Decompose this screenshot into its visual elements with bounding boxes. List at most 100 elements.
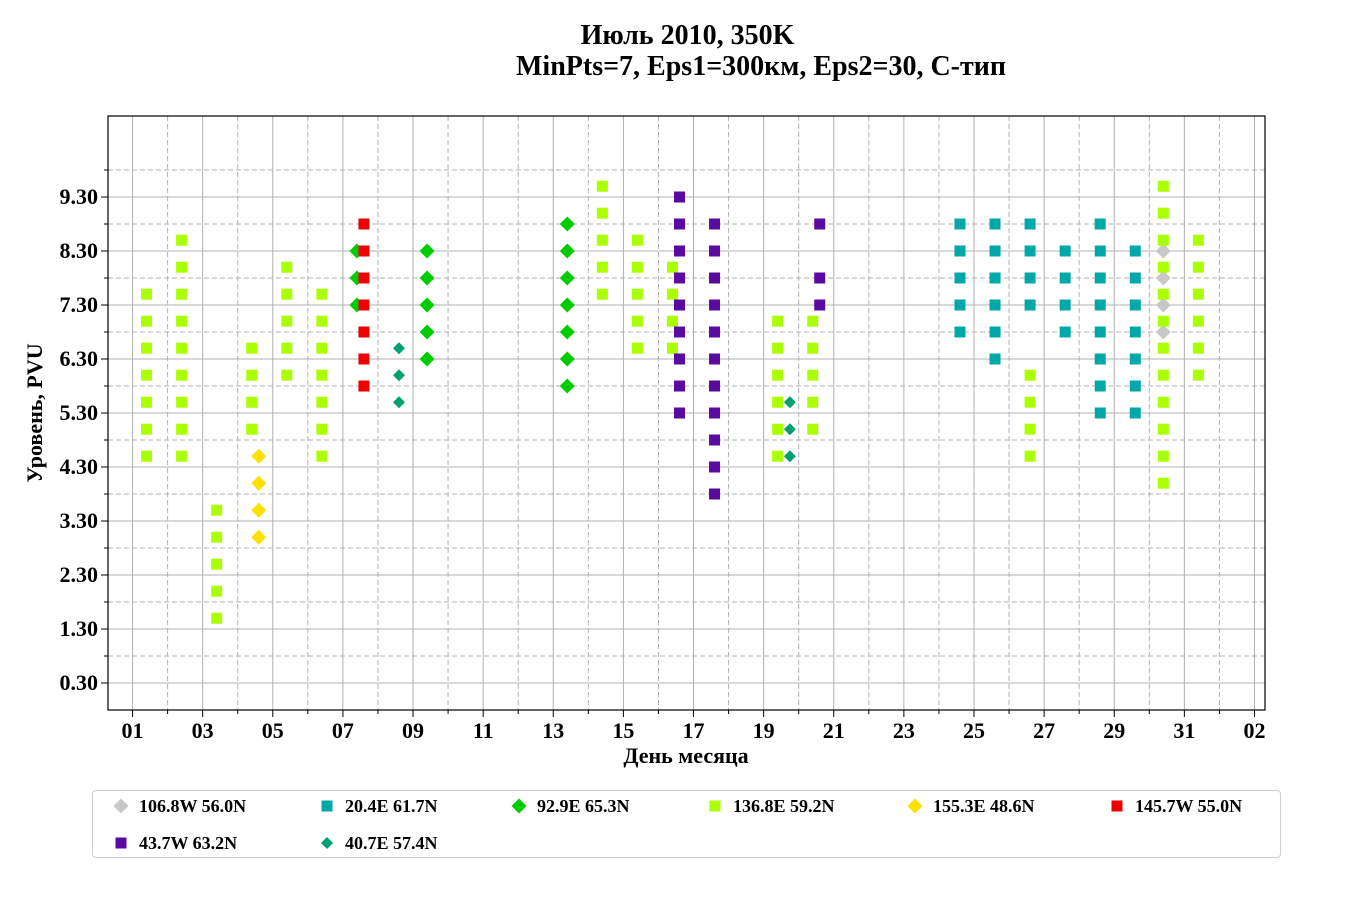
data-point: [141, 450, 153, 462]
data-point: [281, 288, 293, 300]
data-point: [673, 380, 685, 392]
data-point: [673, 218, 685, 230]
data-point: [559, 351, 575, 367]
data-point: [807, 369, 819, 381]
data-point: [559, 243, 575, 259]
legend-label: 43.7W 63.2N: [139, 832, 238, 853]
data-point: [358, 353, 370, 365]
data-point: [807, 396, 819, 408]
x-tick-label: 23: [893, 718, 915, 743]
data-point: [1155, 270, 1171, 286]
data-point: [559, 216, 575, 232]
data-point: [358, 299, 370, 311]
legend-marker-icon: [709, 800, 721, 812]
data-point: [954, 245, 966, 257]
data-point: [1094, 245, 1106, 257]
data-point: [176, 315, 188, 327]
data-point: [1024, 299, 1036, 311]
data-point: [559, 297, 575, 313]
data-point: [814, 218, 826, 230]
data-point: [1157, 288, 1169, 300]
data-point: [1129, 407, 1141, 419]
legend-marker: [321, 837, 333, 849]
data-point: [596, 207, 608, 219]
data-point: [176, 342, 188, 354]
data-point: [807, 423, 819, 435]
data-point: [358, 272, 370, 284]
data-point: [666, 288, 678, 300]
data-point: [709, 488, 721, 500]
data-point: [358, 380, 370, 392]
data-point: [1192, 315, 1204, 327]
y-tick-label: 7.30: [60, 292, 99, 317]
legend-marker-icon: [1111, 800, 1123, 812]
data-point: [141, 342, 153, 354]
data-point: [954, 218, 966, 230]
data-point: [176, 234, 188, 246]
legend-marker: [321, 800, 333, 812]
legend-label: 145.7W 55.0N: [1135, 795, 1243, 816]
data-point: [393, 396, 406, 409]
data-point: [954, 272, 966, 284]
y-tick-label: 8.30: [60, 238, 99, 263]
y-tick-label: 4.30: [60, 454, 99, 479]
data-point: [1155, 243, 1171, 259]
x-tick-label: 17: [683, 718, 705, 743]
x-tick-label: 25: [963, 718, 985, 743]
data-point: [211, 585, 223, 597]
data-point: [1024, 423, 1036, 435]
x-tick-label: 15: [612, 718, 634, 743]
data-point: [772, 423, 784, 435]
data-point: [316, 288, 328, 300]
data-point: [559, 378, 575, 394]
data-point: [358, 245, 370, 257]
data-point: [316, 369, 328, 381]
data-point: [666, 261, 678, 273]
x-tick-label: 31: [1173, 718, 1195, 743]
data-point: [316, 315, 328, 327]
x-tick-label: 02: [1243, 718, 1265, 743]
data-point: [1059, 272, 1071, 284]
x-tick-label: 05: [262, 718, 284, 743]
data-point: [772, 342, 784, 354]
data-point: [709, 407, 721, 419]
data-point: [316, 396, 328, 408]
legend-item: 20.4E 61.7N: [317, 794, 438, 818]
data-point: [673, 272, 685, 284]
data-point: [358, 326, 370, 338]
data-point: [631, 342, 643, 354]
data-point: [393, 369, 406, 382]
y-tick-label: 9.30: [60, 184, 99, 209]
x-tick-label: 21: [823, 718, 845, 743]
data-point: [1157, 342, 1169, 354]
y-tick-label: 2.30: [60, 562, 99, 587]
data-point: [807, 342, 819, 354]
data-point: [419, 324, 435, 340]
data-point: [989, 326, 1001, 338]
data-point: [666, 315, 678, 327]
data-point: [1094, 272, 1106, 284]
data-point: [176, 288, 188, 300]
data-point: [666, 342, 678, 354]
y-tick-label: 6.30: [60, 346, 99, 371]
legend-item: 145.7W 55.0N: [1107, 794, 1242, 818]
x-tick-label: 03: [192, 718, 214, 743]
data-point: [1157, 234, 1169, 246]
data-point: [251, 448, 267, 464]
legend-item: 40.7E 57.4N: [317, 831, 438, 855]
x-tick-label: 09: [402, 718, 424, 743]
data-point: [673, 353, 685, 365]
data-point: [772, 450, 784, 462]
data-point: [631, 261, 643, 273]
data-point: [596, 180, 608, 192]
data-point: [141, 315, 153, 327]
data-point: [251, 529, 267, 545]
data-point: [281, 342, 293, 354]
data-point: [1059, 299, 1071, 311]
x-tick-label: 29: [1103, 718, 1125, 743]
data-point: [246, 369, 258, 381]
data-point: [989, 272, 1001, 284]
legend-marker: [113, 798, 129, 814]
data-point: [419, 297, 435, 313]
legend-marker-icon: [511, 798, 527, 814]
